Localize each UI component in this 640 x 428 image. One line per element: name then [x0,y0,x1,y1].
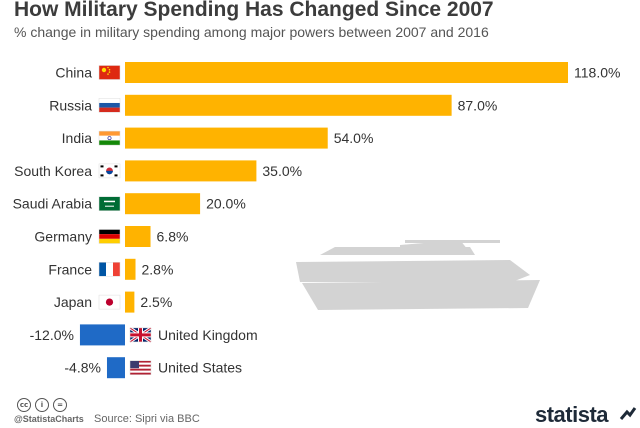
value-label: 2.8% [142,261,174,277]
flag-china-icon [98,65,121,80]
flag-united-kingdom-icon [129,326,152,344]
statista-logo-mark-icon [619,407,637,420]
bar-row-germany: Germany 6.8% [34,226,188,247]
tank-silhouette-icon [296,240,540,310]
value-label: -4.8% [64,360,101,376]
bar-row-united-states: United States -4.8% [64,357,242,379]
value-label: 118.0% [574,65,620,81]
flag-germany-icon [98,229,121,244]
by-icon: i [35,398,49,412]
cc-icon: cc [17,398,31,412]
category-label: Russia [49,97,92,113]
value-label: -12.0% [30,327,74,343]
bar-russia [125,94,452,116]
nd-icon: = [53,398,67,412]
bar-china [125,62,568,83]
bar-germany [125,226,151,247]
bar-chart: China 118.0% Russia 87.0% India 54.0% South Ko… [13,62,620,379]
social-handle: @StatistaCharts [14,414,84,424]
bar-japan [125,291,135,313]
category-label: Japan [54,294,92,310]
category-label: China [55,65,92,81]
flag-japan-icon [98,294,121,310]
category-label: Germany [34,229,92,245]
flag-india-icon [98,130,121,146]
bar-united-kingdom [79,324,125,346]
category-label: France [48,261,92,277]
statista-logo: statista [535,402,609,427]
bar-row-japan: Japan 2.5% [54,291,172,313]
bar-row-russia: Russia 87.0% [49,94,498,116]
value-label: 35.0% [262,163,302,179]
bar-row-saudi-arabia: Saudi Arabia 20.0% [13,193,246,215]
bar-row-south-korea: South Korea 35.0% [14,160,302,182]
source-note: Source: Sipri via BBC [94,413,200,425]
flag-united-states-icon [129,360,152,375]
bar-row-india: India 54.0% [62,127,374,149]
category-label: South Korea [14,163,92,179]
bar-row-united-kingdom: United Kingdom -12.0% [30,324,258,346]
bar-india [125,127,328,149]
value-label: 87.0% [458,97,498,113]
category-label: Saudi Arabia [13,196,93,212]
chart-subtitle: % change in military spending among majo… [14,24,489,40]
bar-row-china: China 118.0% [55,62,620,83]
bar-saudi-arabia [125,193,201,215]
flag-russia-icon [98,98,121,113]
flag-saudi-arabia-icon [98,196,121,211]
bar-row-france: France 2.8% [48,258,174,280]
bar-united-states [106,357,125,379]
value-label: 54.0% [334,130,374,146]
category-label: United States [158,360,242,376]
flag-france-icon [98,262,121,277]
value-label: 6.8% [157,229,189,245]
license-icons: cc i = [17,398,67,412]
bar-south-korea [125,160,257,182]
chart-title: How Military Spending Has Changed Since … [14,0,494,21]
value-label: 20.0% [206,196,246,212]
value-label: 2.5% [140,294,172,310]
category-label: India [62,130,93,146]
bar-france [125,258,136,280]
category-label: United Kingdom [158,327,258,343]
flag-south-korea-icon [98,163,121,179]
